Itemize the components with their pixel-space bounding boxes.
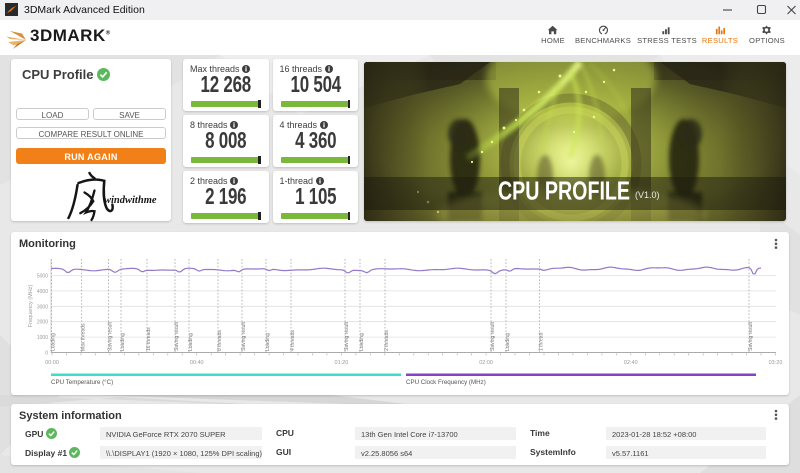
svg-text:2000: 2000 bbox=[37, 320, 48, 326]
svg-text:Max threads: Max threads bbox=[81, 323, 87, 351]
svg-text:Loading: Loading bbox=[265, 333, 271, 351]
svg-text:Frequency (MHz): Frequency (MHz) bbox=[28, 285, 34, 328]
svg-text:Loading: Loading bbox=[359, 333, 365, 351]
svg-text:1 thread: 1 thread bbox=[539, 332, 545, 351]
svg-text:CPU Temperature (°C): CPU Temperature (°C) bbox=[51, 379, 113, 386]
svg-text:Saving result: Saving result bbox=[490, 321, 496, 351]
svg-text:Saving result: Saving result bbox=[748, 321, 754, 351]
svg-text:4000: 4000 bbox=[37, 289, 48, 295]
svg-text:Saving result: Saving result bbox=[108, 321, 114, 351]
svg-text:4 threads: 4 threads bbox=[290, 330, 296, 351]
svg-text:Loading: Loading bbox=[188, 333, 194, 351]
svg-text:00:40: 00:40 bbox=[190, 360, 204, 366]
svg-text:Saving result: Saving result bbox=[241, 321, 247, 351]
svg-text:CPU Clock Frequency (MHz): CPU Clock Frequency (MHz) bbox=[406, 379, 486, 386]
svg-text:CPU PROFILE: CPU PROFILE bbox=[498, 176, 630, 206]
svg-text:02:40: 02:40 bbox=[624, 360, 638, 366]
svg-text:Loading: Loading bbox=[120, 333, 126, 351]
svg-text:2 threads: 2 threads bbox=[384, 330, 390, 351]
svg-text:0: 0 bbox=[45, 351, 48, 357]
svg-text:Loading: Loading bbox=[51, 333, 57, 351]
svg-text:16 threads: 16 threads bbox=[146, 327, 152, 351]
svg-text:3000: 3000 bbox=[37, 304, 48, 310]
svg-text:Saving result: Saving result bbox=[174, 321, 180, 351]
svg-text:Loading: Loading bbox=[505, 333, 511, 351]
svg-text:1000: 1000 bbox=[37, 335, 48, 341]
svg-text:5000: 5000 bbox=[37, 274, 48, 280]
svg-text:02:00: 02:00 bbox=[479, 360, 493, 366]
svg-text:Saving result: Saving result bbox=[344, 321, 350, 351]
svg-text:00:00: 00:00 bbox=[45, 360, 59, 366]
svg-text:8 threads: 8 threads bbox=[217, 330, 223, 351]
svg-text:windwithme: windwithme bbox=[104, 195, 157, 206]
svg-text:(V1.0): (V1.0) bbox=[635, 190, 660, 200]
svg-text:01:20: 01:20 bbox=[335, 360, 349, 366]
svg-text:03:20: 03:20 bbox=[769, 360, 783, 366]
